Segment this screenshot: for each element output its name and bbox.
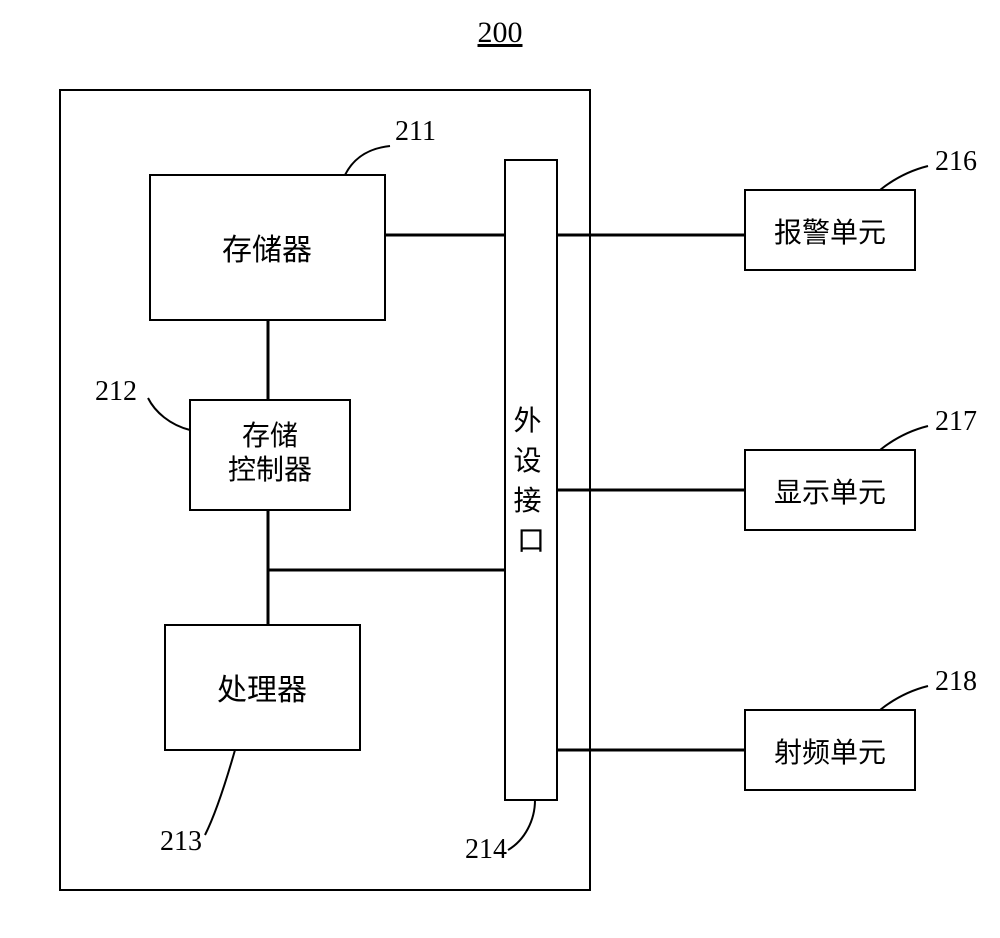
ref-212: 212: [95, 376, 137, 407]
block-peripheral-interface: 外 设 接 口: [505, 160, 557, 800]
label-alarm-unit: 报警单元: [774, 217, 886, 249]
block-display-unit: 显示单元: [745, 450, 915, 530]
leader-212: [148, 398, 190, 430]
figure-ref-200: 200: [478, 16, 523, 49]
ref-216: 216: [935, 146, 977, 177]
block-diagram: 200 存储器 存储 控制器 处理器 外 设 接 口 报警单元 显示单元: [0, 0, 1000, 938]
block-memory: 存储器: [150, 175, 385, 320]
label-rf-unit: 射频单元: [774, 737, 886, 769]
label-display-unit: 显示单元: [774, 477, 886, 509]
leader-218: [880, 686, 928, 710]
leader-217: [880, 426, 928, 450]
ref-217: 217: [935, 406, 977, 437]
ref-218: 218: [935, 666, 977, 697]
label-memory: 存储器: [222, 234, 312, 267]
block-rf-unit: 射频单元: [745, 710, 915, 790]
label-processor: 处理器: [217, 674, 307, 707]
leader-216: [880, 166, 928, 190]
block-storage-controller: 存储 控制器: [190, 400, 350, 510]
block-processor: 处理器: [165, 625, 360, 750]
ref-211: 211: [395, 116, 436, 147]
leader-214: [508, 800, 535, 850]
label-storage-ctrl-l2: 控制器: [228, 454, 312, 486]
leader-213: [205, 750, 235, 835]
label-storage-ctrl-l1: 存储: [242, 420, 298, 452]
ref-214: 214: [465, 834, 507, 865]
block-alarm-unit: 报警单元: [745, 190, 915, 270]
ref-213: 213: [160, 826, 202, 857]
leader-211: [345, 146, 390, 175]
